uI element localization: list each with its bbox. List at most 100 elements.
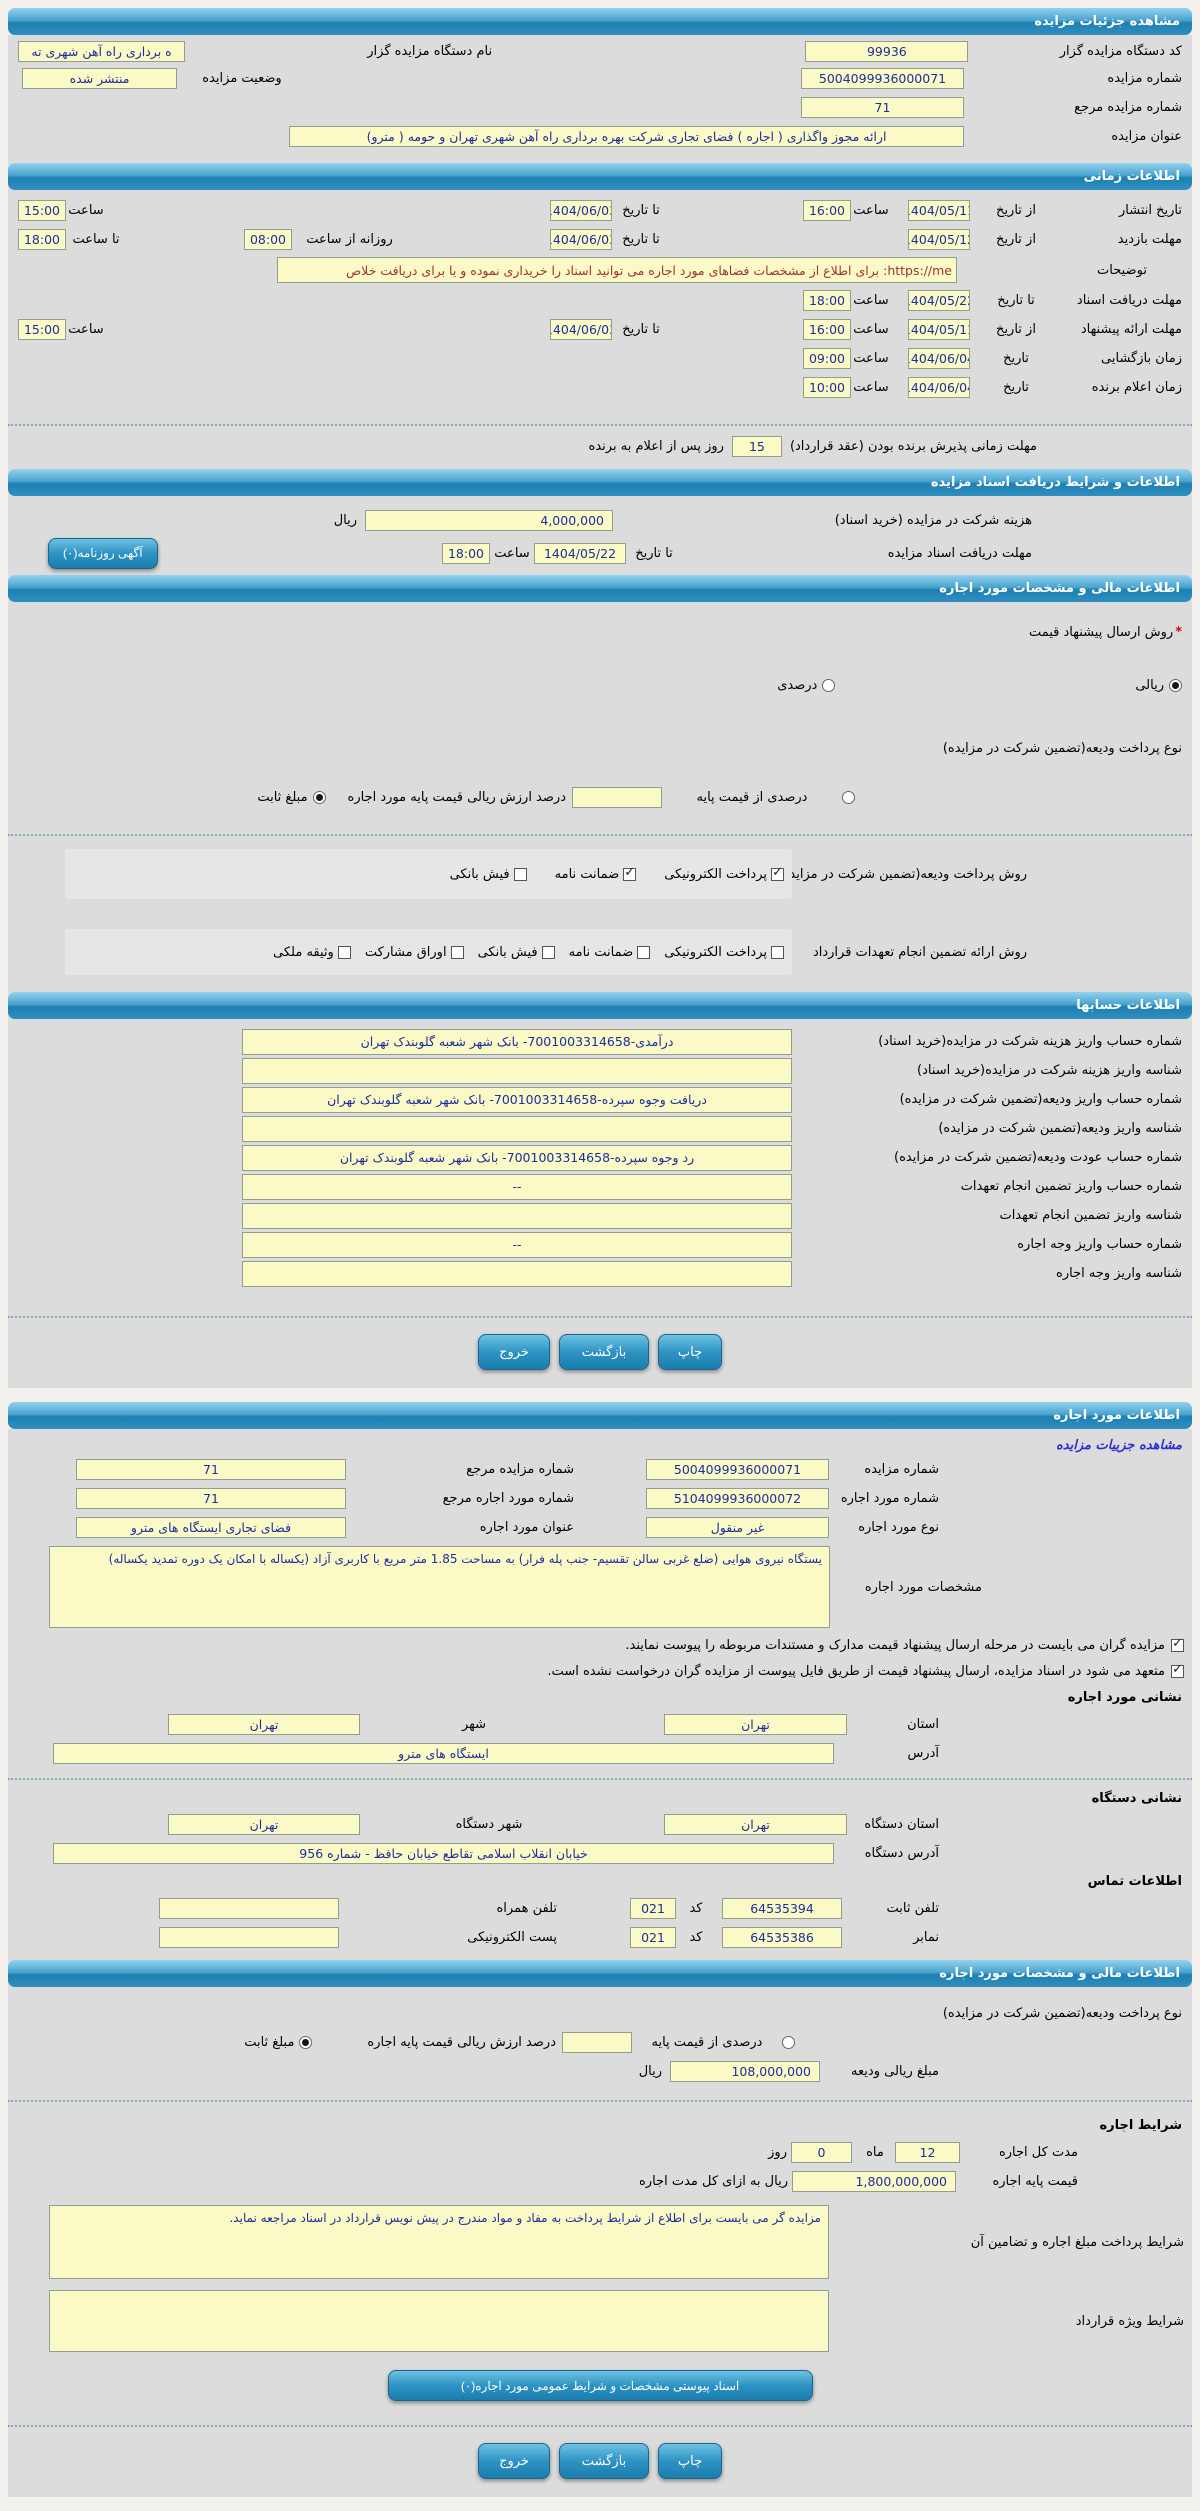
offer-from-date-field[interactable]: 1404/05/11 bbox=[908, 319, 970, 340]
visit-to-label: تا تاریخ bbox=[622, 232, 660, 247]
newspaper-ads-button[interactable]: آگهی روزنامه(۰) bbox=[48, 537, 158, 569]
fixed-amount-radio[interactable] bbox=[312, 791, 326, 804]
base-price-field[interactable]: 1,800,000,000 bbox=[792, 2171, 956, 2192]
back-button[interactable]: بازگشت bbox=[559, 1334, 649, 1370]
city-field[interactable]: تهران bbox=[168, 1714, 360, 1735]
epay-label: پرداخت الکترونیکی bbox=[664, 866, 767, 882]
notice2-checkbox[interactable] bbox=[1171, 1662, 1184, 1678]
winner-time-field[interactable]: 10:00 bbox=[803, 377, 851, 398]
bank-slip-checkbox[interactable] bbox=[513, 867, 527, 881]
deposit-amount-field[interactable]: 108,000,000 bbox=[670, 2061, 820, 2082]
g-letter-checkbox[interactable] bbox=[637, 945, 651, 959]
print-button-2[interactable]: چاپ bbox=[658, 2443, 722, 2479]
notice1-checkbox[interactable] bbox=[1171, 1636, 1184, 1652]
exit-button[interactable]: خروج bbox=[478, 1334, 550, 1370]
agency-province-field[interactable]: تهران bbox=[664, 1814, 847, 1835]
account-row-field[interactable]: دریافت وجوه سپرده-7001003314658- بانک شه… bbox=[242, 1086, 792, 1113]
item-type-label: نوع مورد اجاره bbox=[858, 1520, 939, 1535]
publish-from-time-field[interactable]: 16:00 bbox=[803, 200, 851, 221]
fee-field[interactable]: 4,000,000 bbox=[365, 510, 613, 531]
percent-radio[interactable] bbox=[822, 679, 836, 692]
account-row-field[interactable] bbox=[242, 1057, 792, 1084]
specs-textarea[interactable]: یستگاه نیروی هوایی (ضلع غربی سالن تقسیم-… bbox=[49, 1546, 830, 1628]
print-button[interactable]: چاپ bbox=[658, 1334, 722, 1370]
docs-to-time-field[interactable]: 18:00 bbox=[803, 290, 851, 311]
auction-no-field[interactable]: 5004099936000071 bbox=[801, 68, 964, 89]
guarantee-letter-checkbox[interactable] bbox=[623, 865, 637, 881]
base-price-suffix-label: ریال به ازای کل مدت اجاره bbox=[639, 2174, 788, 2189]
epay-checkbox[interactable] bbox=[771, 865, 784, 881]
subject-field[interactable]: ارائه مجوز واگذاری ( اجاره ) فضای تجاری … bbox=[289, 126, 964, 147]
view-auction-details-link[interactable]: مشاهده جزییات مزایده bbox=[1055, 1437, 1182, 1453]
email-field[interactable] bbox=[159, 1927, 339, 1948]
publish-to-time-field[interactable]: 15:00 bbox=[18, 200, 66, 221]
item-ref-field[interactable]: 71 bbox=[76, 1488, 346, 1509]
p2-percent-value-field[interactable] bbox=[562, 2032, 632, 2053]
back-button-2[interactable]: بازگشت bbox=[559, 2443, 649, 2479]
percent-base-radio[interactable] bbox=[842, 791, 855, 804]
item-no-field[interactable]: 5104099936000072 bbox=[646, 1488, 829, 1509]
offer-from-time-field[interactable]: 16:00 bbox=[803, 319, 851, 340]
special-terms-textarea[interactable] bbox=[49, 2290, 829, 2352]
item-type-field[interactable]: غیر منقول bbox=[646, 1517, 829, 1538]
docs-deadline-time-field[interactable]: 18:00 bbox=[442, 542, 490, 564]
g-bank-slip-checkbox[interactable] bbox=[541, 945, 555, 959]
phone-field[interactable]: 64535394 bbox=[722, 1898, 842, 1919]
item-title-field[interactable]: فضای تجاری ایستگاه های مترو bbox=[76, 1517, 346, 1538]
g-property-checkbox[interactable] bbox=[337, 945, 351, 959]
docs-deadline-date-field[interactable]: 1404/05/22 bbox=[534, 542, 626, 564]
docs-to-date-field[interactable]: 1404/05/22 bbox=[908, 290, 970, 311]
duration-months-field[interactable]: 12 bbox=[895, 2142, 960, 2163]
opening-date-field[interactable]: 1404/06/04 bbox=[908, 348, 970, 369]
attachments-button[interactable]: اسناد پیوستی مشخصات و شرایط عمومی مورد ا… bbox=[387, 2370, 813, 2401]
ref-no-field[interactable]: 71 bbox=[801, 97, 964, 118]
opening-time-field[interactable]: 09:00 bbox=[803, 348, 851, 369]
visit-daily-from-field[interactable]: 08:00 bbox=[244, 229, 292, 250]
publish-to-date-field[interactable]: 1404/06/03 bbox=[550, 200, 612, 221]
auction-no-label: شماره مزایده bbox=[1107, 71, 1182, 86]
exit-button-2[interactable]: خروج bbox=[478, 2443, 550, 2479]
p2-percent-base-radio[interactable] bbox=[782, 2036, 795, 2049]
account-row-field[interactable]: رد وجوه سپرده-7001003314658- بانک شهر شع… bbox=[242, 1144, 792, 1171]
visit-from-date-field[interactable]: 1404/05/12 bbox=[908, 229, 970, 250]
mobile-field[interactable] bbox=[159, 1898, 339, 1919]
notes-field[interactable]: https://me: برای اطلاع از مشخصات فضاهای … bbox=[277, 257, 957, 283]
account-row: شماره حساب واریز تضمین انجام تعهدات -- bbox=[8, 1172, 1192, 1201]
publish-from-date-field[interactable]: 1404/05/11 bbox=[908, 200, 970, 221]
rial-radio[interactable] bbox=[1169, 679, 1182, 692]
account-row-field[interactable] bbox=[242, 1202, 792, 1229]
offer-to-time-field[interactable]: 15:00 bbox=[18, 319, 66, 340]
offer-to-date-field[interactable]: 1404/06/03 bbox=[550, 319, 612, 340]
phone-code-field[interactable]: 021 bbox=[630, 1898, 676, 1919]
p2-auction-ref-field[interactable]: 71 bbox=[76, 1459, 346, 1480]
account-row-field[interactable]: -- bbox=[242, 1231, 792, 1258]
bank-slip-label: فیش بانکی bbox=[449, 866, 510, 882]
account-row-field[interactable] bbox=[242, 1115, 792, 1142]
p2-percent-base-label: درصدی از قیمت پایه bbox=[651, 2035, 763, 2050]
fax-field[interactable]: 64535386 bbox=[722, 1927, 842, 1948]
account-row-field[interactable]: درآمدی-7001003314658- بانک شهر شعبه گلوب… bbox=[242, 1028, 792, 1055]
account-row-field[interactable] bbox=[242, 1260, 792, 1287]
payment-terms-textarea[interactable]: مزایده گر می بایست برای اطلاع از شرایط پ… bbox=[49, 2205, 829, 2279]
account-row-field[interactable]: -- bbox=[242, 1173, 792, 1200]
agency-name-field[interactable]: ه برداری راه آهن شهری ته bbox=[18, 41, 185, 62]
agency-city-field[interactable]: تهران bbox=[168, 1814, 360, 1835]
g-epay-checkbox[interactable] bbox=[771, 945, 784, 959]
visit-daily-to-field[interactable]: 18:00 bbox=[18, 229, 66, 250]
accept-days-field[interactable]: 15 bbox=[731, 436, 782, 457]
fax-code-field[interactable]: 021 bbox=[630, 1927, 676, 1948]
visit-to-date-field[interactable]: 1404/06/03 bbox=[550, 229, 612, 250]
province-field[interactable]: تهران bbox=[664, 1714, 847, 1735]
p2-auction-no-field[interactable]: 5004099936000071 bbox=[646, 1459, 829, 1480]
g-bonds-checkbox[interactable] bbox=[450, 945, 464, 959]
deposit-pay-method-label: روش پرداخت ودیعه(تضمین شرکت در مزایده) bbox=[777, 866, 1027, 882]
agency-code-field[interactable]: 99936 bbox=[805, 41, 969, 62]
status-field[interactable]: منتشر شده bbox=[22, 68, 177, 89]
address-field[interactable]: ایستگاه های مترو bbox=[53, 1743, 834, 1764]
percent-value-field[interactable] bbox=[572, 787, 662, 808]
duration-days-field[interactable]: 0 bbox=[791, 2142, 852, 2163]
winner-date-field[interactable]: 1404/06/04 bbox=[908, 377, 970, 398]
percent-base-label: درصدی از قیمت پایه bbox=[696, 790, 808, 805]
p2-fixed-amount-radio[interactable] bbox=[299, 2036, 313, 2049]
agency-address-field[interactable]: خیابان انقلاب اسلامی تقاطع خیابان حافظ -… bbox=[53, 1843, 834, 1864]
